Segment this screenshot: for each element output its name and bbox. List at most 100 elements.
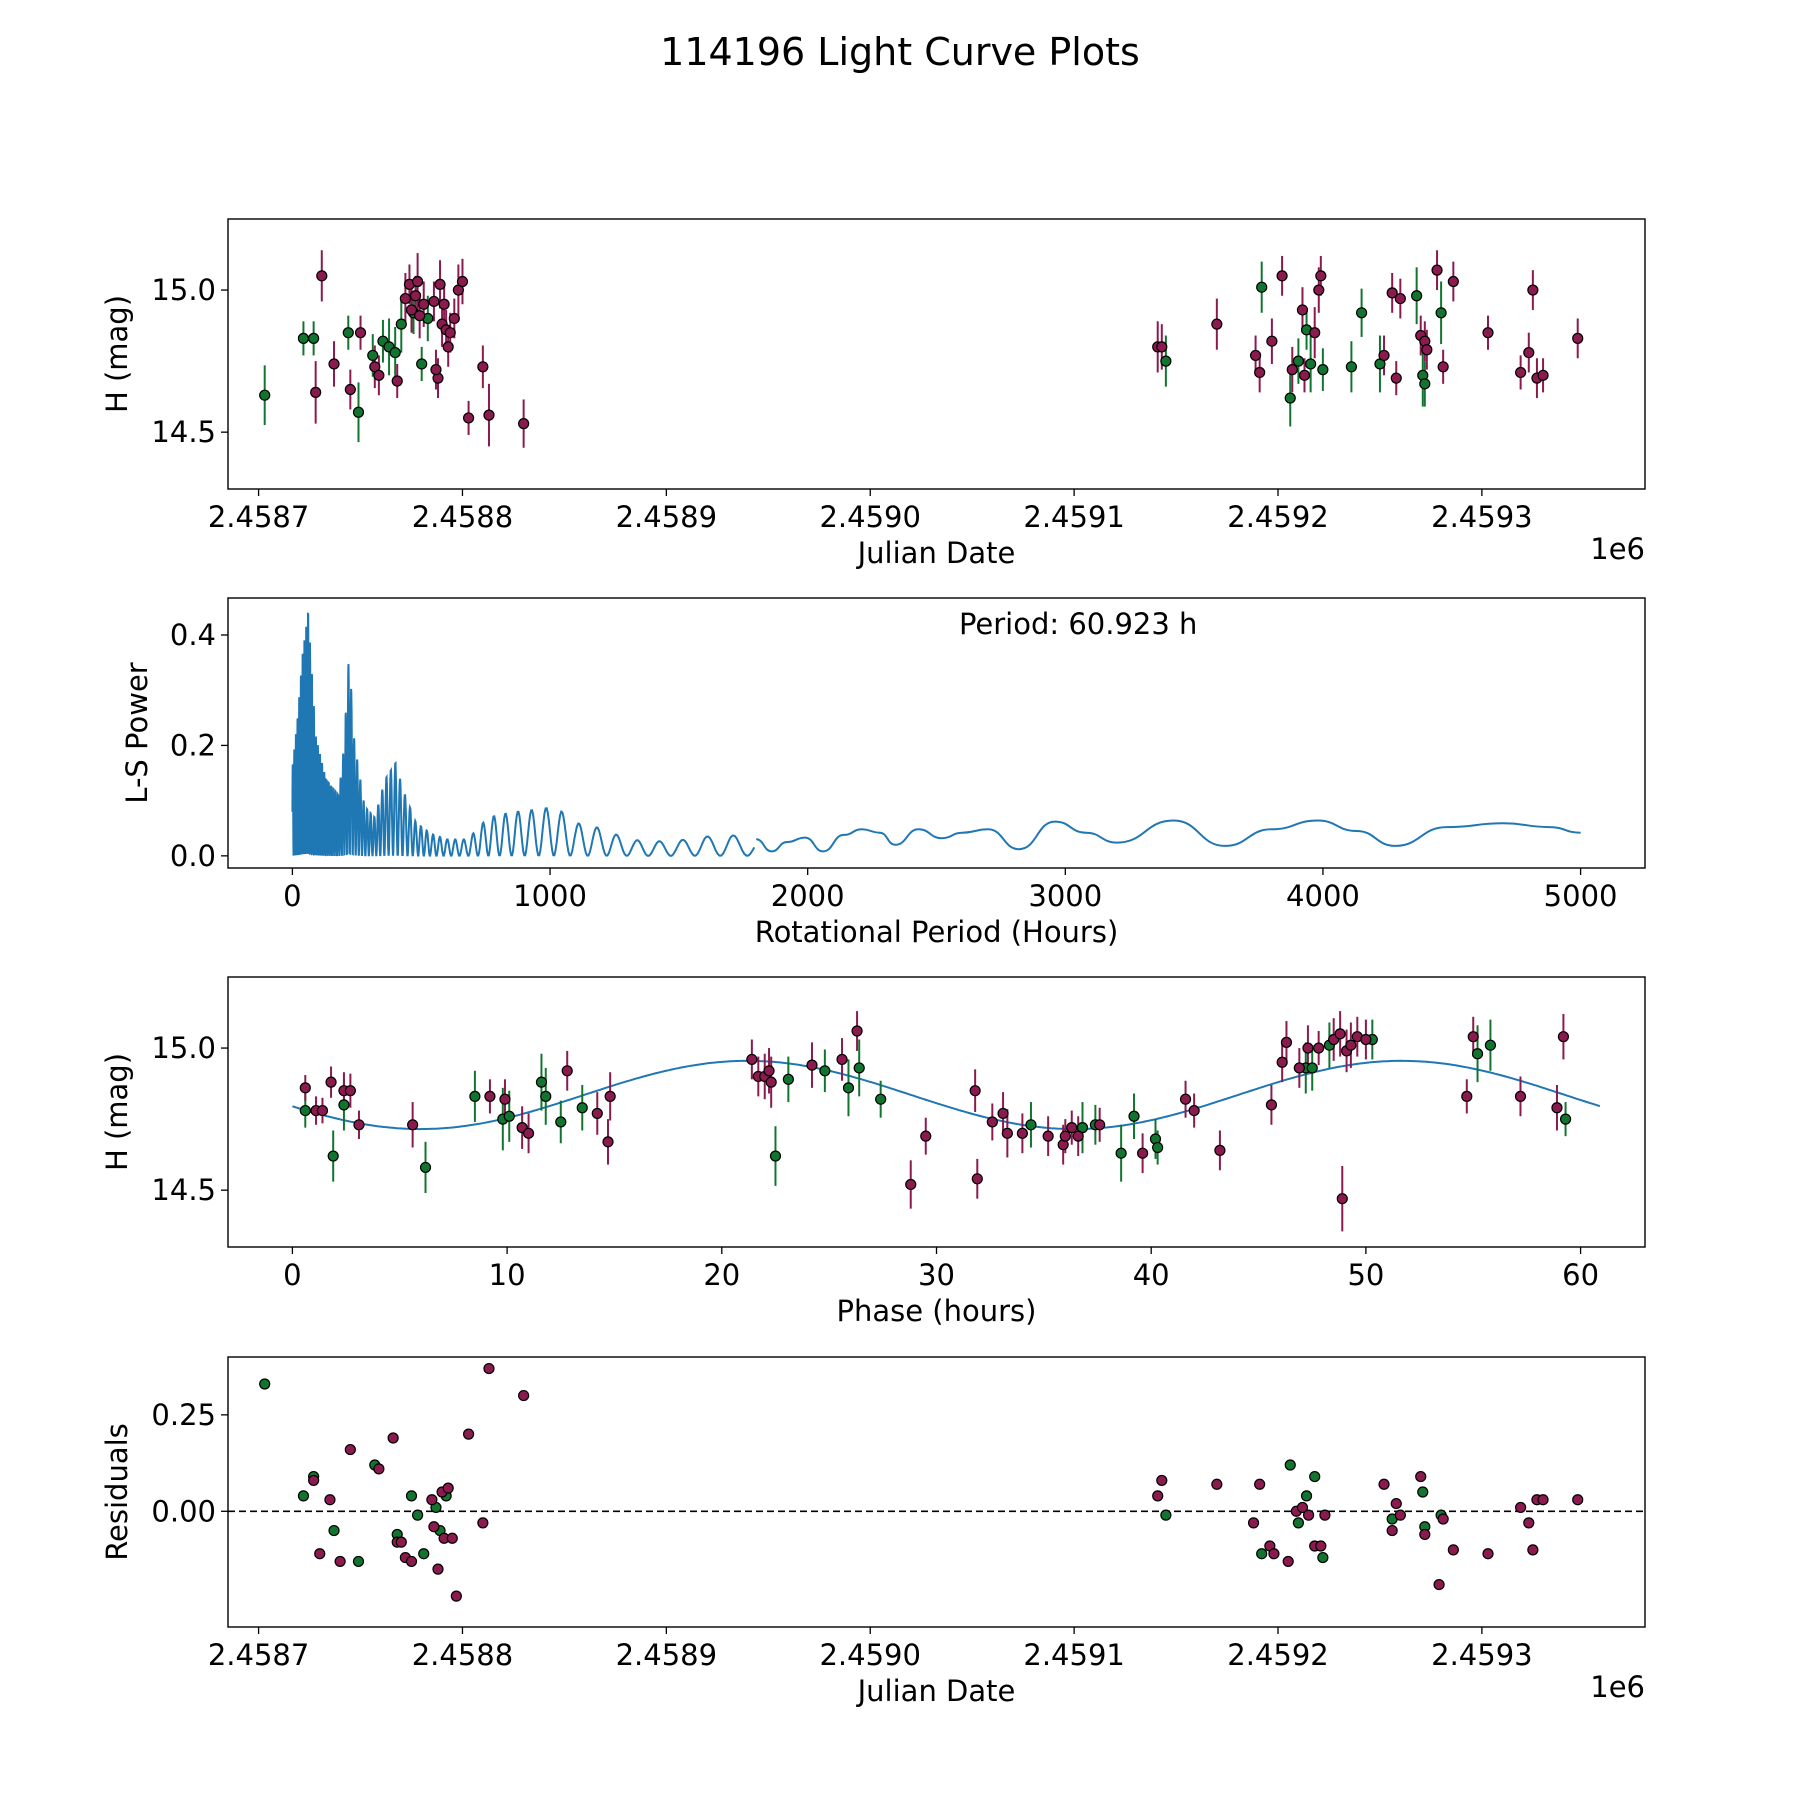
phase-point-magenta <box>407 1119 419 1131</box>
phase-point-magenta <box>1265 1099 1278 1111</box>
lightcurve-point-green <box>1292 355 1304 367</box>
residuals-point-green <box>405 1490 418 1502</box>
residuals-point-magenta <box>1537 1494 1549 1506</box>
phase-point-magenta <box>1094 1119 1106 1131</box>
lightcurve-point-magenta <box>1286 364 1298 376</box>
phase-xtick-label: 60 <box>1562 1258 1599 1292</box>
phase-point-magenta <box>1360 1033 1372 1046</box>
phase-point-magenta <box>765 1076 777 1088</box>
residuals-point-magenta <box>450 1590 462 1602</box>
phase-point-magenta <box>1280 1036 1293 1048</box>
phase-point-magenta <box>316 1104 329 1117</box>
lightcurve-point-magenta <box>328 358 340 370</box>
residuals-xlabel: Julian Date <box>856 1674 1016 1708</box>
lightcurve-point-green <box>1160 355 1172 367</box>
phase-point-magenta <box>484 1090 496 1102</box>
phase-ytick-label: 15.0 <box>151 1031 216 1065</box>
phase-point-magenta <box>1514 1090 1527 1102</box>
lightcurve-point-magenta <box>373 369 385 381</box>
residuals-point-magenta <box>446 1532 458 1544</box>
residuals-point-magenta <box>1394 1509 1406 1521</box>
residuals-point-magenta <box>1415 1470 1427 1483</box>
residuals-point-magenta <box>1390 1497 1402 1510</box>
phase-point-green <box>1471 1048 1484 1060</box>
lightcurve-point-magenta <box>1156 341 1168 353</box>
periodogram-xtick-label: 2000 <box>771 879 845 913</box>
residuals-point-magenta <box>1282 1555 1294 1568</box>
phase-plot-area <box>292 1011 1601 1232</box>
periodogram-xtick-label: 5000 <box>1544 879 1618 913</box>
residuals-point-magenta <box>426 1494 438 1506</box>
phase-point-magenta <box>602 1136 614 1148</box>
lightcurve-xtick-label: 2.4593 <box>1431 500 1532 534</box>
residuals-point-magenta <box>1572 1494 1584 1506</box>
lightcurve-point-magenta <box>1315 270 1327 282</box>
lightcurve-point-green <box>367 349 379 362</box>
phase-ylabel: H (mag) <box>100 1053 134 1171</box>
lightcurve-point-magenta <box>1313 284 1325 296</box>
lightcurve-point-green <box>1305 358 1317 370</box>
periodogram-tail-line <box>756 819 1581 853</box>
periodogram-plot-area <box>291 612 1581 857</box>
lightcurve-point-magenta <box>1437 361 1449 373</box>
phase-point-magenta <box>1214 1144 1226 1156</box>
phase-point-magenta <box>969 1085 981 1097</box>
lightcurve-xtick-label: 2.4588 <box>412 500 513 534</box>
residuals-point-magenta <box>483 1362 495 1375</box>
lightcurve-point-magenta <box>391 375 403 387</box>
figure-title: 114196 Light Curve Plots <box>660 30 1140 74</box>
residuals-frame <box>227 1356 1646 1628</box>
lightcurve-xtick-label: 2.4590 <box>819 500 920 534</box>
residuals-xtick-label: 2.4588 <box>412 1638 513 1672</box>
phase-point-green <box>535 1076 548 1088</box>
lightcurve-point-magenta <box>414 310 426 322</box>
residuals-point-magenta <box>1247 1517 1260 1529</box>
residuals-point-magenta <box>1302 1509 1315 1521</box>
lightcurve-point-magenta <box>438 298 450 310</box>
phase-point-magenta <box>1137 1147 1149 1159</box>
lightcurve-point-magenta <box>442 341 454 353</box>
phase-point-green <box>299 1104 311 1117</box>
phase-point-magenta <box>604 1090 616 1102</box>
periodogram-xtick-label: 4000 <box>1286 879 1360 913</box>
lightcurve-point-magenta <box>1378 349 1390 362</box>
residuals-point-magenta <box>1319 1509 1331 1521</box>
phase-point-green <box>1484 1039 1497 1051</box>
phase-point-green <box>503 1110 515 1122</box>
residuals-point-magenta <box>387 1432 399 1444</box>
residuals-ytick-label: 0.25 <box>151 1398 216 1432</box>
phase-point-magenta <box>1336 1193 1348 1205</box>
lightcurve-xlabel: Julian Date <box>856 536 1016 570</box>
lightcurve-point-magenta <box>1296 304 1309 316</box>
periodogram-xtick-label: 3000 <box>1028 879 1102 913</box>
phase-point-magenta <box>1467 1031 1479 1043</box>
phase-point-green <box>576 1102 588 1114</box>
phase-point-green <box>469 1090 481 1102</box>
lightcurve-point-magenta <box>1537 369 1549 381</box>
residuals-point-magenta <box>344 1443 356 1456</box>
residuals-point-magenta <box>1437 1513 1449 1525</box>
lightcurve-point-green <box>1256 281 1268 293</box>
residuals-point-magenta <box>1447 1544 1459 1556</box>
phase-xtick-label: 40 <box>1133 1258 1170 1292</box>
lightcurve-point-green <box>259 389 271 401</box>
lightcurve-ylabel: H (mag) <box>100 295 134 413</box>
lightcurve-point-green <box>1345 361 1358 373</box>
phase-point-magenta <box>499 1093 511 1105</box>
phase-point-green <box>782 1073 794 1085</box>
periodogram-xlabel: Rotational Period (Hours) <box>755 915 1119 949</box>
phase-frame <box>227 976 1646 1248</box>
residuals-point-magenta <box>324 1494 336 1506</box>
lightcurve-point-green <box>297 332 310 344</box>
residuals-point-green <box>412 1509 424 1521</box>
lightcurve-point-green <box>1317 364 1329 376</box>
lightcurve-point-magenta <box>316 270 328 282</box>
lightcurve-point-magenta <box>444 327 456 339</box>
residuals-xtick-label: 2.4592 <box>1227 1638 1328 1672</box>
phase-point-magenta <box>851 1025 863 1037</box>
residuals-point-magenta <box>1386 1524 1398 1537</box>
lightcurve-point-magenta <box>1482 327 1494 339</box>
lightcurve-point-magenta <box>434 278 446 290</box>
residuals-point-green <box>1417 1486 1429 1498</box>
lightcurve-point-magenta <box>1309 327 1321 339</box>
